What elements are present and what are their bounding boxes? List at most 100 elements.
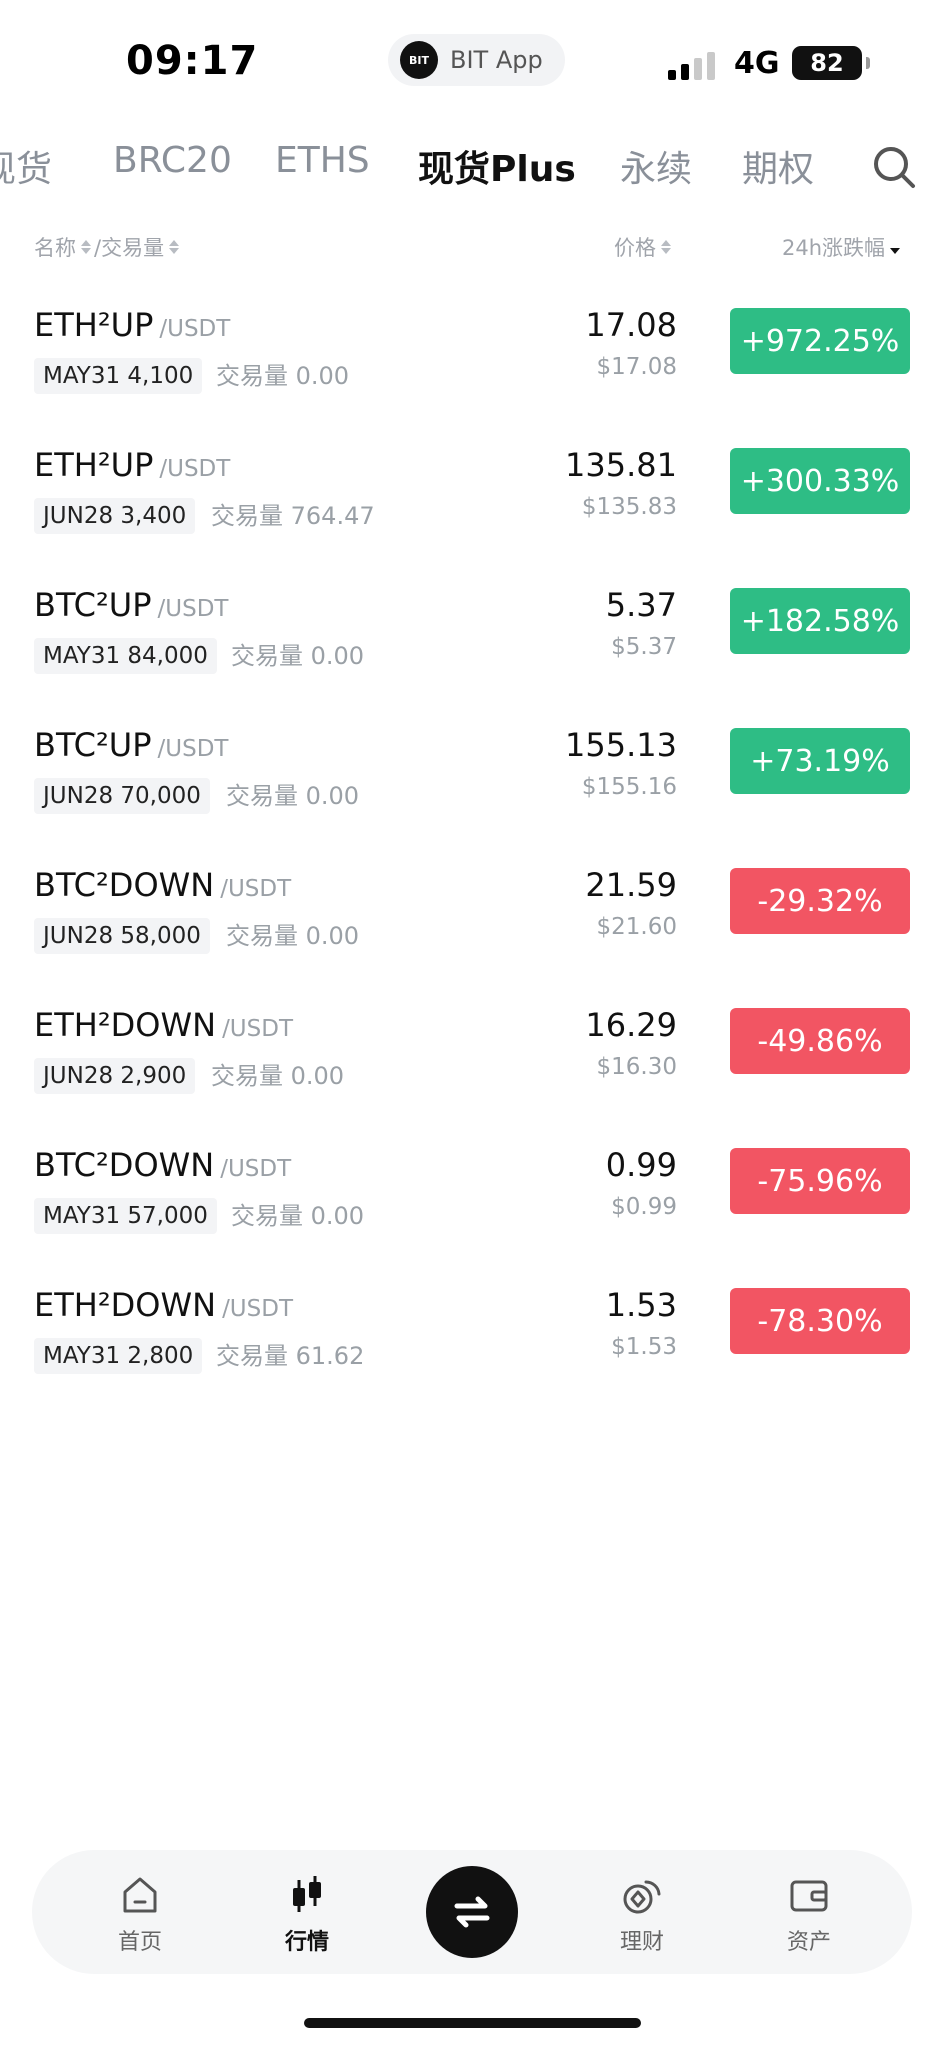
volume-header: /交易量 bbox=[94, 236, 165, 260]
tab-brc20[interactable]: BRC20 bbox=[113, 140, 232, 181]
pair-name: ETH²DOWN/USDT bbox=[34, 1006, 294, 1044]
app-name: BIT App bbox=[450, 46, 543, 74]
change-badge[interactable]: +300.33% bbox=[730, 448, 910, 514]
last-price: 5.37 bbox=[605, 586, 677, 624]
change-badge[interactable]: +73.19% bbox=[730, 728, 910, 794]
usd-price: $0.99 bbox=[611, 1194, 677, 1220]
tab-spot-plus[interactable]: 现货Plus bbox=[418, 149, 576, 190]
status-time: 09:17 bbox=[126, 38, 259, 84]
change-badge[interactable]: +182.58% bbox=[730, 588, 910, 654]
table-row[interactable]: BTC²DOWN/USDT JUN28 58,000 交易量 0.00 21.5… bbox=[0, 850, 945, 990]
volume: 交易量 0.00 bbox=[226, 922, 360, 950]
dynamic-island-pill: BIT BIT App bbox=[388, 34, 565, 86]
search-icon[interactable] bbox=[871, 144, 917, 190]
last-price: 1.53 bbox=[605, 1286, 677, 1324]
sort-arrows-icon bbox=[81, 240, 91, 254]
table-row[interactable]: ETH²DOWN/USDT MAY31 2,800 交易量 61.62 1.53… bbox=[0, 1270, 945, 1410]
contract-tag: MAY31 84,000 bbox=[34, 638, 217, 674]
contract-tag: MAY31 2,800 bbox=[34, 1338, 203, 1374]
change-header: 24h涨跌幅 bbox=[782, 236, 886, 260]
last-price: 0.99 bbox=[605, 1146, 677, 1184]
nav-assets[interactable]: 资产 bbox=[754, 1872, 864, 1962]
last-price: 155.13 bbox=[565, 726, 677, 764]
volume: 交易量 0.00 bbox=[211, 1062, 345, 1090]
price-header: 价格 bbox=[614, 236, 656, 260]
status-bar: 09:17 BIT BIT App 4G 82 bbox=[0, 0, 945, 120]
nav-home[interactable]: 首页 bbox=[85, 1872, 195, 1962]
last-price: 17.08 bbox=[585, 306, 677, 344]
candlestick-icon bbox=[293, 1876, 321, 1912]
home-icon bbox=[123, 1877, 157, 1913]
table-row[interactable]: ETH²UP/USDT JUN28 3,400 交易量 764.47 135.8… bbox=[0, 430, 945, 570]
change-badge[interactable]: +972.25% bbox=[730, 308, 910, 374]
tab-perpetual[interactable]: 永续 bbox=[620, 149, 693, 190]
pair-name: BTC²DOWN/USDT bbox=[34, 866, 292, 904]
network-type: 4G bbox=[734, 46, 780, 81]
column-header: 名称 /交易量 价格 24h涨跌幅 bbox=[0, 232, 945, 262]
table-row[interactable]: ETH²UP/USDT MAY31 4,100 交易量 0.00 17.08 $… bbox=[0, 290, 945, 430]
table-row[interactable]: BTC²UP/USDT JUN28 70,000 交易量 0.00 155.13… bbox=[0, 710, 945, 850]
volume: 交易量 0.00 bbox=[216, 362, 350, 390]
sort-price[interactable]: 价格 bbox=[614, 232, 671, 262]
change-badge[interactable]: -75.96% bbox=[730, 1148, 910, 1214]
volume: 交易量 764.47 bbox=[211, 502, 375, 530]
nav-earn[interactable]: 理财 bbox=[587, 1872, 697, 1962]
usd-price: $1.53 bbox=[611, 1334, 677, 1360]
table-row[interactable]: BTC²UP/USDT MAY31 84,000 交易量 0.00 5.37 $… bbox=[0, 570, 945, 710]
change-badge[interactable]: -78.30% bbox=[730, 1288, 910, 1354]
volume: 交易量 0.00 bbox=[226, 782, 360, 810]
sort-change[interactable]: 24h涨跌幅 bbox=[782, 232, 901, 262]
pair-name: ETH²DOWN/USDT bbox=[34, 1286, 294, 1324]
nav-markets[interactable]: 行情 bbox=[252, 1872, 362, 1962]
sort-arrows-icon bbox=[169, 240, 180, 254]
volume: 交易量 0.00 bbox=[231, 1202, 365, 1230]
pair-name: ETH²UP/USDT bbox=[34, 446, 231, 484]
bottom-nav: 首页 行情 理财 资产 bbox=[32, 1850, 912, 1974]
sort-desc-icon bbox=[890, 240, 901, 254]
home-indicator bbox=[304, 2018, 641, 2028]
usd-price: $135.83 bbox=[581, 494, 677, 520]
contract-tag: JUN28 70,000 bbox=[34, 778, 210, 814]
tab-spot[interactable]: 现货 bbox=[0, 149, 53, 190]
pair-name: BTC²UP/USDT bbox=[34, 726, 229, 764]
wallet-icon bbox=[790, 1880, 828, 1912]
nav-home-label: 首页 bbox=[117, 1930, 162, 1955]
contract-tag: JUN28 58,000 bbox=[34, 918, 210, 954]
sort-name[interactable]: 名称 /交易量 bbox=[34, 232, 180, 262]
table-row[interactable]: ETH²DOWN/USDT JUN28 2,900 交易量 0.00 16.29… bbox=[0, 990, 945, 1130]
nav-markets-label: 行情 bbox=[284, 1930, 329, 1955]
usd-price: $17.08 bbox=[596, 354, 677, 380]
signal-icon bbox=[668, 50, 715, 80]
usd-price: $155.16 bbox=[581, 774, 677, 800]
pair-name: BTC²UP/USDT bbox=[34, 586, 229, 624]
tab-options[interactable]: 期权 bbox=[742, 149, 815, 190]
change-badge[interactable]: -49.86% bbox=[730, 1008, 910, 1074]
last-price: 135.81 bbox=[565, 446, 677, 484]
volume: 交易量 61.62 bbox=[216, 1342, 365, 1370]
name-header: 名称 bbox=[34, 236, 76, 260]
bit-logo-icon: BIT bbox=[400, 41, 438, 79]
pair-name: BTC²DOWN/USDT bbox=[34, 1146, 292, 1184]
change-badge[interactable]: -29.32% bbox=[730, 868, 910, 934]
market-list: ETH²UP/USDT MAY31 4,100 交易量 0.00 17.08 $… bbox=[0, 290, 945, 1410]
contract-tag: MAY31 57,000 bbox=[34, 1198, 217, 1234]
usd-price: $16.30 bbox=[596, 1054, 677, 1080]
coins-icon bbox=[623, 1880, 661, 1914]
pair-name: ETH²UP/USDT bbox=[34, 306, 231, 344]
contract-tag: MAY31 4,100 bbox=[34, 358, 203, 394]
nav-earn-label: 理财 bbox=[619, 1930, 664, 1955]
contract-tag: JUN28 3,400 bbox=[34, 498, 196, 534]
table-row[interactable]: BTC²DOWN/USDT MAY31 57,000 交易量 0.00 0.99… bbox=[0, 1130, 945, 1270]
tab-eths[interactable]: ETHS bbox=[275, 140, 370, 181]
usd-price: $21.60 bbox=[596, 914, 677, 940]
usd-price: $5.37 bbox=[611, 634, 677, 660]
battery-icon: 82 bbox=[792, 46, 870, 80]
contract-tag: JUN28 2,900 bbox=[34, 1058, 196, 1094]
sort-arrows-icon bbox=[661, 240, 671, 254]
last-price: 16.29 bbox=[585, 1006, 677, 1044]
swap-icon bbox=[454, 1896, 490, 1928]
volume: 交易量 0.00 bbox=[231, 642, 365, 670]
nav-assets-label: 资产 bbox=[786, 1930, 831, 1955]
trade-button[interactable] bbox=[426, 1866, 518, 1958]
market-tabs: 现货 BRC20 ETHS 现货Plus 永续 期权 bbox=[0, 140, 945, 200]
